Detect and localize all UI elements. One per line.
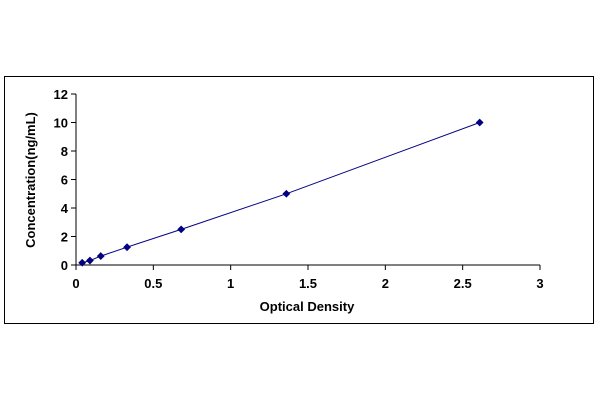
x-tick-label: 2 (382, 276, 389, 291)
data-point (78, 258, 87, 267)
y-tick-label: 4 (61, 201, 69, 216)
x-tick-label: 0 (72, 276, 79, 291)
data-point (282, 189, 291, 198)
x-tick-label: 2.5 (454, 276, 472, 291)
y-axis-title: Concentration(ng/mL) (23, 112, 38, 248)
data-point (177, 225, 186, 234)
y-tick-label: 8 (61, 144, 68, 159)
chart-frame (4, 76, 594, 324)
y-tick-label: 2 (61, 230, 68, 245)
x-tick-label: 3 (536, 276, 543, 291)
y-tick-label: 12 (54, 87, 68, 102)
y-tick-label: 10 (54, 116, 68, 131)
ticks: 0 0.5 1 1.5 2 2.5 3 0 2 4 6 8 10 12 (54, 87, 544, 291)
data-point (96, 252, 105, 261)
y-tick-label: 0 (61, 258, 68, 273)
x-tick-label: 1.5 (299, 276, 317, 291)
data-point (86, 256, 94, 265)
data-point (123, 243, 131, 252)
series-layer (78, 118, 484, 267)
axes (75, 94, 540, 266)
x-tick-label: 1 (227, 276, 234, 291)
series-line (82, 122, 480, 264)
y-tick-label: 6 (61, 173, 68, 188)
x-tick-label: 0.5 (144, 276, 162, 291)
data-point (475, 118, 484, 127)
x-axis-title: Optical Density (260, 299, 355, 314)
